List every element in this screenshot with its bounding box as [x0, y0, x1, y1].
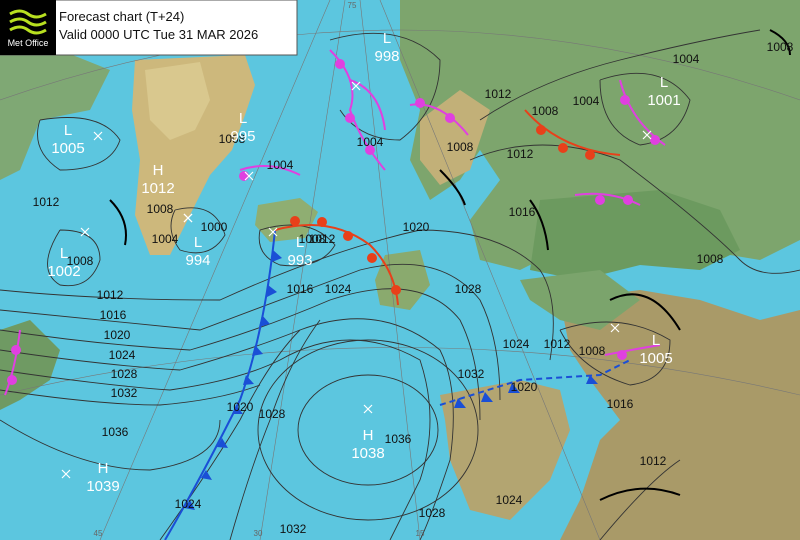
centre-type: L — [652, 332, 660, 349]
isobar-label: 1004 — [573, 94, 600, 108]
isobar-label: 1012 — [309, 232, 336, 246]
isobar-label: 1032 — [280, 522, 307, 536]
isobar-label: 1020 — [227, 400, 254, 414]
isobar-label: 1024 — [175, 497, 202, 511]
isobar-label: 1012 — [544, 337, 571, 351]
centre-pressure: 994 — [185, 252, 210, 269]
isobar-label: 1016 — [100, 308, 127, 322]
isobar-label: 1008 — [532, 104, 559, 118]
centre-type: H — [153, 162, 164, 179]
isobar-label: 1024 — [325, 282, 352, 296]
isobar-label: 1008 — [697, 252, 724, 266]
centre-marker — [183, 213, 193, 223]
isobar-label: 1012 — [640, 454, 667, 468]
fronts — [4, 49, 666, 540]
centre-pressure: 1038 — [351, 445, 384, 462]
centre-type: L — [194, 234, 202, 251]
centre-pressure: 1005 — [51, 140, 84, 157]
map-labels: 1012100810121016102010241028103210361008… — [33, 1, 794, 538]
isobar-label: 1024 — [503, 337, 530, 351]
centre-pressure: 995 — [230, 128, 255, 145]
isobar-label: 1028 — [455, 282, 482, 296]
isobar-label: 1012 — [97, 288, 124, 302]
graticule-label: 30 — [254, 529, 263, 538]
centre-marker — [363, 404, 373, 414]
header-valid: Valid 0000 UTC Tue 31 MAR 2026 — [59, 27, 258, 42]
centre-type: H — [363, 427, 374, 444]
graticule-label: 15 — [416, 529, 425, 538]
isobars — [0, 29, 800, 540]
isobar-label: 1032 — [458, 367, 485, 381]
isobar-label: 1004 — [267, 158, 294, 172]
isobar-label: 1008 — [579, 344, 606, 358]
isobar-label: 1004 — [152, 232, 179, 246]
centre-pressure: 1039 — [86, 478, 119, 495]
isobar-label: 1012 — [507, 147, 534, 161]
isobar-label: 1008 — [67, 254, 94, 268]
isobar-label: 1016 — [607, 397, 634, 411]
isobar-label: 1020 — [511, 380, 538, 394]
isobar-label: 1028 — [259, 407, 286, 421]
isobar-label: 1008 — [767, 40, 794, 54]
isobar-label: 1008 — [447, 140, 474, 154]
centre-marker — [80, 227, 90, 237]
graticule-label: 75 — [348, 1, 357, 10]
isobar-label: 1032 — [111, 386, 138, 400]
centre-marker — [351, 81, 361, 91]
isobar-label: 1016 — [287, 282, 314, 296]
centre-pressure: 1001 — [647, 92, 680, 109]
centre-marker — [610, 323, 620, 333]
logo-waves — [9, 9, 47, 35]
isobar-label: 1024 — [496, 493, 523, 507]
isobar-label: 1020 — [403, 220, 430, 234]
isobar-label: 1008 — [219, 132, 246, 146]
centre-type: L — [660, 74, 668, 91]
isobar-label: 1004 — [673, 52, 700, 66]
isobar-label: 1036 — [385, 432, 412, 446]
centre-pressure: 1002 — [47, 263, 80, 280]
logo-text: Met Office — [8, 38, 49, 48]
centre-pressure: 1012 — [141, 180, 174, 197]
isobar-label: 1028 — [419, 506, 446, 520]
centre-type: L — [296, 234, 304, 251]
isobar-label: 1004 — [357, 135, 384, 149]
centre-type: H — [98, 460, 109, 477]
header: Met Office Forecast chart (T+24) Valid 0… — [0, 0, 298, 56]
graticule-label: 45 — [94, 529, 103, 538]
isobar-label: 1016 — [509, 205, 536, 219]
centre-type: L — [60, 245, 68, 262]
header-title: Forecast chart (T+24) — [59, 9, 184, 24]
centre-marker — [642, 130, 652, 140]
isobar-label: 1012 — [485, 87, 512, 101]
centre-marker — [244, 171, 254, 181]
centre-type: L — [64, 122, 72, 139]
isobar-label: 1024 — [109, 348, 136, 362]
centre-marker — [93, 131, 103, 141]
logo-box — [0, 0, 56, 55]
centre-marker — [268, 227, 278, 237]
centre-type: L — [239, 110, 247, 127]
isobar-label: 1000 — [201, 220, 228, 234]
centre-type: L — [383, 30, 391, 47]
centre-marker — [61, 469, 71, 479]
isobar-label: 1008 — [147, 202, 174, 216]
isobar-label: 1036 — [102, 425, 129, 439]
centre-pressure: 993 — [287, 252, 312, 269]
troughs — [109, 29, 791, 501]
centre-pressure: 1005 — [639, 350, 672, 367]
isobar-label: 1012 — [33, 195, 60, 209]
isobar-label: 1008 — [299, 232, 326, 246]
centre-pressure: 998 — [374, 48, 399, 65]
isobar-label: 1028 — [111, 367, 138, 381]
isobar-label: 1020 — [104, 328, 131, 342]
